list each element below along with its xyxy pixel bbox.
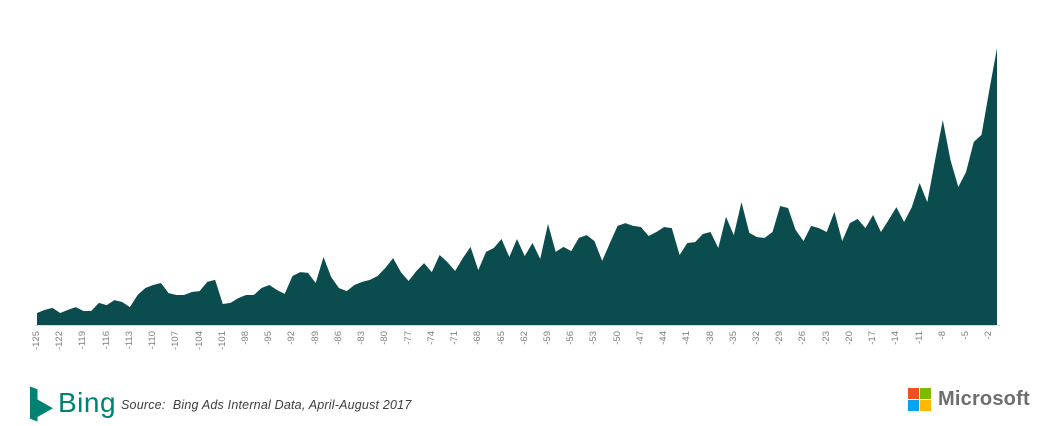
x-axis-tick-label: -38 — [704, 331, 716, 345]
x-axis-tick-label: -5 — [960, 331, 972, 340]
x-axis-tick-label: -29 — [774, 331, 786, 345]
x-axis-tick-label: -89 — [309, 331, 321, 345]
area-series — [37, 48, 997, 325]
x-axis-tick-label: -101 — [216, 331, 228, 351]
x-axis-tick-label: -74 — [425, 331, 437, 345]
x-axis-tick-label: -11 — [913, 331, 925, 345]
x-axis-tick-label: -122 — [54, 331, 66, 351]
x-axis-tick-label: -80 — [379, 331, 391, 345]
x-axis-tick-label: -98 — [240, 331, 252, 345]
x-axis-tick-label: -17 — [867, 331, 879, 345]
x-axis-tick-label: -41 — [681, 331, 693, 345]
ms-square-red — [908, 388, 919, 399]
x-axis-tick-label: -56 — [565, 331, 577, 345]
bing-b-icon — [30, 386, 53, 422]
x-axis-tick-label: -59 — [541, 331, 553, 345]
x-axis-tick-label: -116 — [100, 331, 112, 350]
x-axis-tick-label: -53 — [588, 331, 600, 345]
bing-logo: Bing — [30, 385, 116, 422]
source-caption: Source: Bing Ads Internal Data, April-Au… — [121, 398, 412, 412]
ms-square-yellow — [920, 400, 931, 411]
x-axis-tick-label: -92 — [286, 331, 298, 345]
ms-square-green — [920, 388, 931, 399]
x-axis-tick-label: -65 — [495, 331, 507, 345]
area-chart-canvas — [35, 48, 1000, 326]
x-axis-tick-label: -77 — [402, 331, 414, 345]
x-axis-tick-label: -71 — [449, 331, 461, 345]
x-axis-tick-label: -44 — [658, 331, 670, 345]
x-axis-tick-label: -107 — [170, 331, 182, 351]
x-axis-tick-label: -23 — [820, 331, 832, 345]
x-axis-tick-label: -83 — [356, 331, 368, 345]
x-axis-tick-label: -8 — [936, 331, 948, 340]
x-axis-tick-label: -113 — [123, 331, 135, 350]
microsoft-logo: Microsoft — [908, 388, 1030, 411]
ms-square-blue — [908, 400, 919, 411]
x-axis-tick-label: -86 — [332, 331, 344, 345]
x-axis-tick-label: -95 — [263, 331, 275, 345]
x-axis-tick-label: -104 — [193, 331, 205, 351]
footer: Bing Source: Bing Ads Internal Data, Apr… — [0, 380, 1039, 426]
x-axis-tick-label: -26 — [797, 331, 809, 345]
x-axis-tick-label: -50 — [611, 331, 623, 345]
x-axis-tick-label: -68 — [472, 331, 484, 345]
x-axis-tick-label: -47 — [634, 331, 646, 345]
x-axis-tick-label: -35 — [727, 331, 739, 345]
microsoft-squares-icon — [908, 388, 931, 411]
x-axis-tick-label: -119 — [77, 331, 89, 350]
x-axis-tick-label: -32 — [751, 331, 762, 345]
area-chart: -125 -122 -119 -116 -113 -110 -107 -104 -101 -98-… — [31, 48, 1000, 351]
x-axis-tick-label: -110 — [147, 331, 159, 350]
x-axis-tick-label: -2 — [983, 331, 995, 340]
microsoft-logo-label: Microsoft — [938, 388, 1030, 410]
x-axis-tick-label: -20 — [843, 331, 855, 345]
x-axis-tick-label: -62 — [518, 331, 530, 345]
bing-logo-label: Bing — [58, 386, 117, 418]
x-axis-tick-label: -14 — [890, 331, 902, 345]
x-axis-tick-label: -125 — [31, 331, 42, 351]
